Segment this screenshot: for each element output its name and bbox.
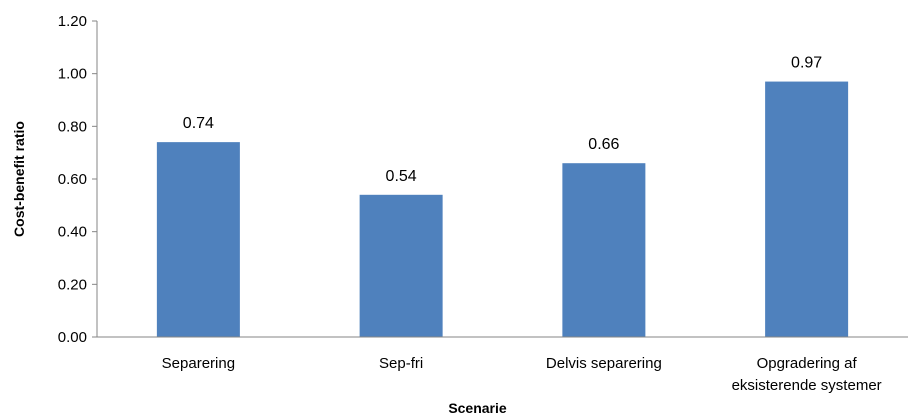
x-tick-label: Separering — [162, 355, 235, 372]
bar — [562, 163, 646, 337]
y-axis-ticks: 0.00 0.20 0.40 0.60 0.80 1.00 1.20 — [58, 13, 97, 346]
y-tick-label: 0.60 — [58, 171, 87, 188]
x-tick-label-line: Sep-fri — [379, 355, 423, 372]
x-tick-label-line: Separering — [162, 355, 235, 372]
y-tick-label: 0.00 — [58, 329, 87, 346]
y-tick-label: 0.20 — [58, 276, 87, 293]
data-label: 0.74 — [183, 115, 214, 132]
data-labels: 0.74 0.54 0.66 0.97 — [183, 55, 822, 185]
x-tick-label-line: eksisterende systemer — [732, 377, 882, 394]
x-axis-labels: Separering Sep-fri Delvis separering Opgrad… — [162, 355, 882, 394]
y-tick-label: 1.20 — [58, 13, 87, 30]
x-tick-label: Delvis separering — [546, 355, 662, 372]
x-tick-label-line: Delvis separering — [546, 355, 662, 372]
bar — [359, 194, 443, 337]
data-label: 0.54 — [386, 168, 417, 185]
bar — [156, 142, 240, 337]
x-axis-title: Scenarie — [448, 400, 507, 416]
bars — [156, 81, 849, 337]
y-tick-label: 0.80 — [58, 118, 87, 135]
x-tick-label-line: Opgradering af — [757, 355, 858, 372]
x-tick-label: Opgradering af eksisterende systemer — [732, 355, 882, 394]
data-label: 0.66 — [588, 136, 619, 153]
bar — [765, 81, 849, 337]
y-axis-title: Cost-benefit ratio — [11, 121, 27, 237]
data-label: 0.97 — [791, 55, 822, 72]
y-tick-label: 0.40 — [58, 224, 87, 241]
y-tick-label: 1.00 — [58, 66, 87, 83]
x-tick-label: Sep-fri — [379, 355, 423, 372]
